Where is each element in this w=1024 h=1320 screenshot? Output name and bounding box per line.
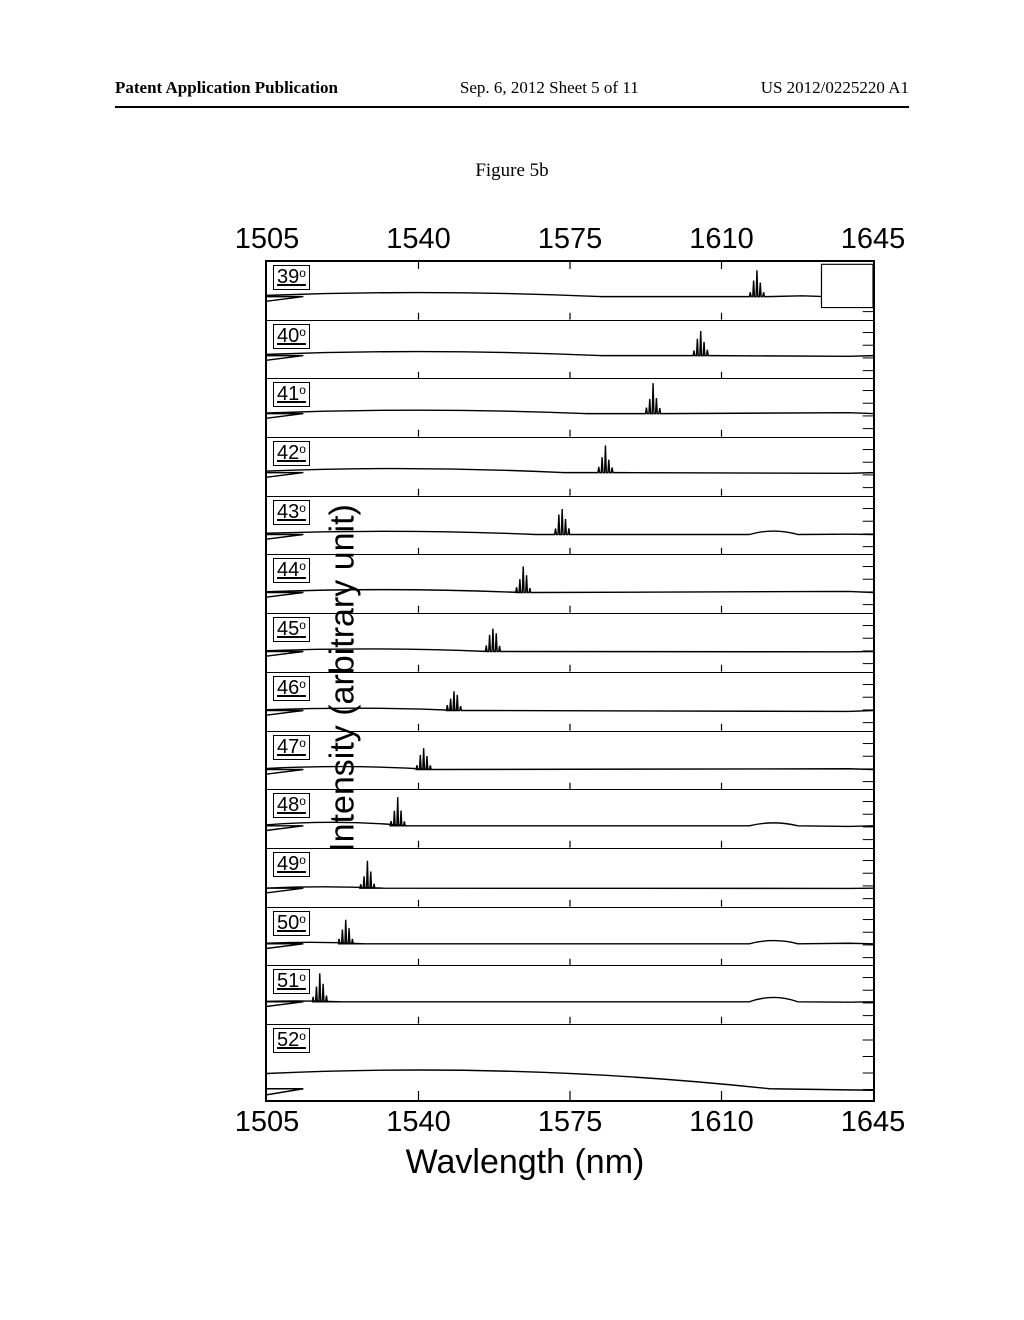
x-tick-label: 1575 (538, 1106, 603, 1139)
header-right: US 2012/0225220 A1 (761, 78, 909, 98)
spectrum-panel: 42o (267, 438, 873, 497)
spectrum-trace (267, 555, 873, 613)
spectrum-panel: 40o (267, 321, 873, 380)
x-tick-label: 1505 (235, 1106, 300, 1139)
axis-bottom: 15051540157516101645 (267, 1100, 873, 1140)
header-center: Sep. 6, 2012 Sheet 5 of 11 (460, 78, 639, 98)
spectrum-trace (267, 966, 873, 1024)
spectrum-trace (267, 732, 873, 790)
plot-area: 15051540157516101645 1505154015751610164… (265, 260, 875, 1102)
spectrum-trace (267, 438, 873, 496)
spectrum-trace (267, 1025, 873, 1100)
spectrum-trace (267, 497, 873, 555)
spectrum-trace (267, 908, 873, 966)
header-left: Patent Application Publication (115, 78, 338, 98)
x-tick-label: 1610 (689, 223, 754, 256)
axis-top: 15051540157516101645 (267, 222, 873, 262)
spectrum-trace (267, 262, 873, 320)
x-axis-label: Wavlength (nm) (406, 1143, 645, 1182)
x-tick-label: 1645 (841, 1106, 906, 1139)
spectrum-panel: 46o (267, 673, 873, 732)
spectrum-panel: 43o (267, 497, 873, 556)
panels: 39o40o41o42o43o44o45o46o47o48o49o50o51o5… (267, 262, 873, 1100)
x-tick-label: 1505 (235, 223, 300, 256)
spectrum-panel: 45o (267, 614, 873, 673)
spectrum-panel: 51o (267, 966, 873, 1025)
spectrum-panel: 48o (267, 790, 873, 849)
spectrum-panel: 47o (267, 732, 873, 791)
spectrum-trace (267, 673, 873, 731)
x-tick-label: 1540 (386, 1106, 451, 1139)
spectrum-panel: 44o (267, 555, 873, 614)
spectrum-panel: 49o (267, 849, 873, 908)
spectrum-trace (267, 379, 873, 437)
page-header: Patent Application Publication Sep. 6, 2… (0, 78, 1024, 98)
spectrum-panel: 39o (267, 262, 873, 321)
spectrum-trace (267, 321, 873, 379)
spectrum-panel: 41o (267, 379, 873, 438)
spectrum-panel: 52o (267, 1025, 873, 1100)
header-rule (115, 106, 909, 108)
x-tick-label: 1645 (841, 223, 906, 256)
spectrum-trace (267, 790, 873, 848)
x-tick-label: 1540 (386, 223, 451, 256)
x-tick-label: 1610 (689, 1106, 754, 1139)
spectrum-panel: 50o (267, 908, 873, 967)
x-tick-label: 1575 (538, 223, 603, 256)
spectrum-trace (267, 614, 873, 672)
chart-container: Intensity (arbitrary unit) Wavlength (nm… (175, 218, 875, 1138)
spectrum-trace (267, 849, 873, 907)
figure-caption: Figure 5b (0, 160, 1024, 182)
